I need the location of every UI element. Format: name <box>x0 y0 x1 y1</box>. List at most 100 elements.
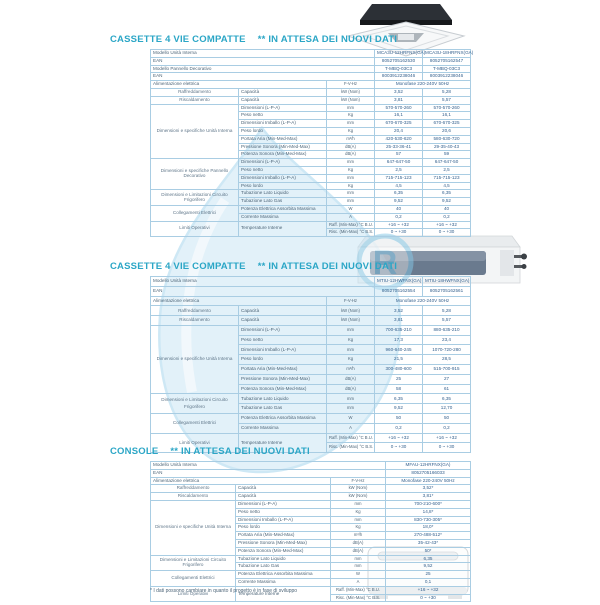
label-cell: Capacità <box>238 95 327 105</box>
group-label-cell: Raffreddamento <box>150 305 239 317</box>
label-cell: Alimentazione elettrica <box>150 80 327 89</box>
label-cell: Potenza Elettrica Assorbita Massima <box>238 204 327 214</box>
value-cell: 58 <box>374 383 424 395</box>
unit-cell: m³/h <box>329 531 387 540</box>
value-cell: 57 <box>374 150 424 160</box>
value-cell: 3,52* <box>385 484 472 494</box>
unit-cell: Kg <box>325 181 376 191</box>
group-label-cell: Dimensioni e specifiche Unità Interna <box>150 103 239 160</box>
section-title-text: CASSETTE 4 VIE COMPATTE <box>110 34 246 45</box>
label-cell: Portata Aria (Min-Med-Max) <box>235 531 331 540</box>
table-row: Dimensioni e specifiche Unità Interna Dim… <box>150 499 472 556</box>
label-cell: Portata Aria (Min-Med-Max) <box>238 364 327 375</box>
unit-cell: m³/h <box>325 134 376 144</box>
unit-cell: Kg <box>329 523 387 533</box>
label-cell: Tubazione Lato Liquido <box>238 189 327 199</box>
label-cell: Capacità <box>238 305 327 317</box>
value-cell: 12,70 <box>422 403 472 414</box>
unit-cell: kW (Nom) <box>325 305 376 317</box>
unit-cell: W <box>325 412 376 424</box>
table-row: Dimensioni e Limitazioni Circuito Frigor… <box>150 393 472 414</box>
unit-cell: dB(A) <box>329 538 387 548</box>
value-cell: 17,3 <box>374 334 424 346</box>
label-cell: Dimensioni Imballo (L-P-A) <box>238 344 327 356</box>
value-cell: 700-210-600* <box>385 499 472 509</box>
unit-cell: Kg <box>325 126 376 136</box>
value-cell: 960-640-245 <box>374 344 424 356</box>
value-cell: 6,35 <box>374 393 424 405</box>
value-cell: 420-530-620 <box>374 134 424 144</box>
value-cell: 9,52 <box>374 197 424 206</box>
section-title: CASSETTE 4 VIE COMPATTE ** IN ATTESA DEI … <box>110 34 471 45</box>
unit-cell: mm <box>325 103 376 113</box>
label-cell: Peso netto <box>238 165 327 175</box>
label-cell: Capacità <box>238 87 327 97</box>
unit-cell: W <box>329 570 387 579</box>
label-cell: Capacità <box>238 315 327 326</box>
value-cell: MCA3U-18HRFNX(GA) <box>422 49 473 58</box>
label-cell: Modello Unità Interna <box>149 276 376 287</box>
value-cell: 61 <box>422 383 472 395</box>
label-cell: Peso lordo <box>235 523 331 533</box>
value-cell: 715-715-123 <box>374 173 424 183</box>
section-ducted: CASSETTE 4 VIE COMPATTE ** IN ATTESA DEI … <box>110 261 472 454</box>
value-cell: +16 ~ +32 <box>422 220 472 230</box>
value-cell: 2,5 <box>374 165 424 175</box>
value-cell: 0 ~ +30 <box>422 228 472 238</box>
table-row: Alimentazione elettrica F-V-Hz Monofase 22… <box>150 476 472 486</box>
group-label-cell: Dimensioni e specifiche Pannello Decorat… <box>150 158 239 191</box>
label-cell: Peso netto <box>238 111 327 121</box>
value-cell: 300-480-600 <box>374 364 424 375</box>
unit-cell: dB(A) <box>325 150 376 160</box>
unit-cell: mm <box>329 562 387 572</box>
unit-cell: m³/h <box>325 364 376 375</box>
unit-cell: mm <box>329 515 387 525</box>
group-label-cell: Dimensioni e specifiche Unità Interna <box>150 499 236 556</box>
label-cell: EAN <box>149 285 376 297</box>
section-title-note: ** IN ATTESA DEI NUOVI DATI <box>257 261 398 272</box>
unit-cell: Raff. (Min-Max) °C B.U. <box>325 220 376 230</box>
section-title: CASSETTE 4 VIE COMPATTE ** IN ATTESA DEI … <box>110 261 471 272</box>
value-cell: 8052705166033 <box>385 468 472 478</box>
label-cell: Pressione Sonora (Min-Med-Max) <box>238 142 327 152</box>
label-cell: EAN <box>149 468 387 478</box>
value-cell: 3,81* <box>385 492 472 501</box>
value-cell: 0,2 <box>374 422 424 434</box>
value-cell: 0,2 <box>422 422 472 434</box>
value-cell: 715-715-123 <box>422 173 472 183</box>
label-cell: Pressione Sonora (Min-Med-Max) <box>235 538 331 548</box>
unit-cell: mm <box>329 554 387 564</box>
value-cell: 580-630-720 <box>422 134 472 144</box>
value-cell: 700-635-210 <box>374 324 424 336</box>
value-cell: 4,5 <box>422 181 472 191</box>
label-cell: Tubazione Lato Liquido <box>235 554 331 564</box>
value-cell: 6,35 <box>422 189 472 199</box>
unit-cell: A <box>325 422 376 434</box>
unit-cell: F-V-Hz <box>325 295 376 307</box>
value-cell: MCA3U-12HRFNX(GA) <box>374 49 425 58</box>
label-cell: EAN <box>149 56 376 66</box>
value-cell: 28,5 <box>422 354 472 366</box>
value-cell: 16,1 <box>374 111 424 121</box>
label-cell: Corrente Massima <box>238 422 327 434</box>
value-cell: 6,35 <box>374 189 424 199</box>
value-cell: 29-35-40-43 <box>422 142 472 152</box>
value-cell: +16 ~ +32 <box>385 585 472 595</box>
label-cell: Tubazione Lato Gas <box>235 562 331 572</box>
label-cell: Corrente Massima <box>238 212 327 222</box>
footnote: * I dati possono cambiare in quanto il p… <box>150 588 298 594</box>
unit-cell: mm <box>325 403 376 414</box>
value-cell: T-MBQ-03C3 <box>374 64 424 74</box>
group-label-cell: Collegamenti Elettrici <box>150 204 239 222</box>
value-cell: 8052705162554 <box>374 285 424 297</box>
table-row: Alimentazione elettrica F-V-Hz Monofase 22… <box>150 80 472 89</box>
spec-table-console: Modello Unità Interna MFAU-12HRFNX(GA) EAN… <box>149 461 472 603</box>
label-cell: Alimentazione elettrica <box>150 295 327 307</box>
value-cell: 25 <box>374 373 424 385</box>
section-title: CONSOLE ** IN ATTESA DEI NUOVI DATI <box>110 446 471 457</box>
unit-cell: mm <box>325 119 376 128</box>
value-cell: 830-730-305* <box>385 515 472 525</box>
unit-cell: mm <box>325 158 376 167</box>
table-row: Dimensioni e Limitazioni Circuito Frigor… <box>150 554 472 572</box>
unit-cell: A <box>325 212 376 222</box>
